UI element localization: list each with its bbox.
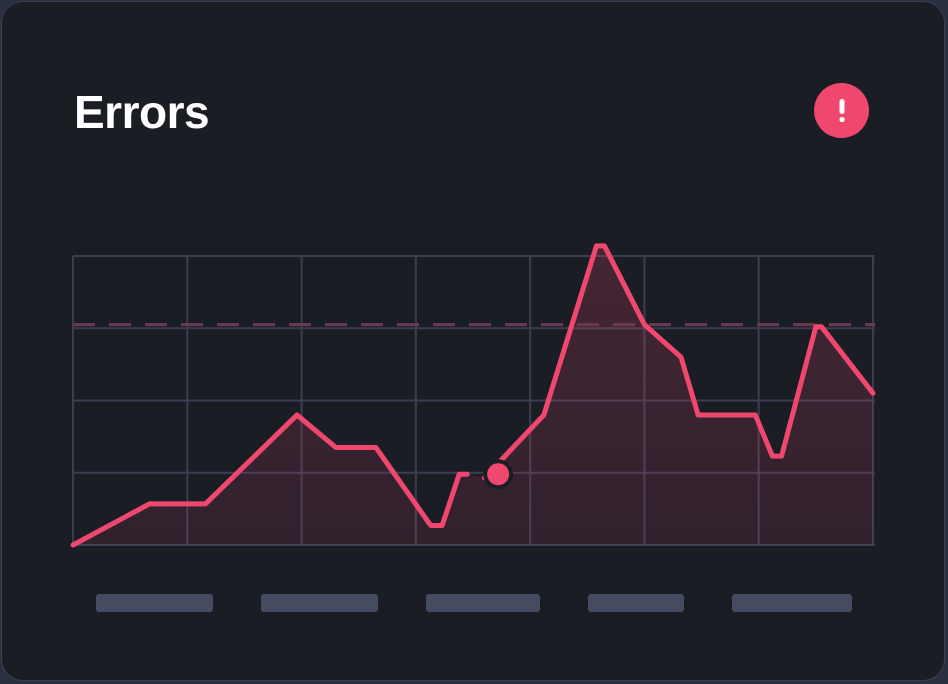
x-tick-label-5 bbox=[732, 594, 852, 612]
highlight-point bbox=[487, 463, 509, 485]
series-area bbox=[73, 246, 873, 545]
x-tick-label-1 bbox=[96, 594, 213, 612]
series-points bbox=[483, 459, 513, 489]
x-tick-label-3 bbox=[426, 594, 540, 612]
x-tick-label-4 bbox=[588, 594, 684, 612]
x-tick-label-2 bbox=[261, 594, 378, 612]
